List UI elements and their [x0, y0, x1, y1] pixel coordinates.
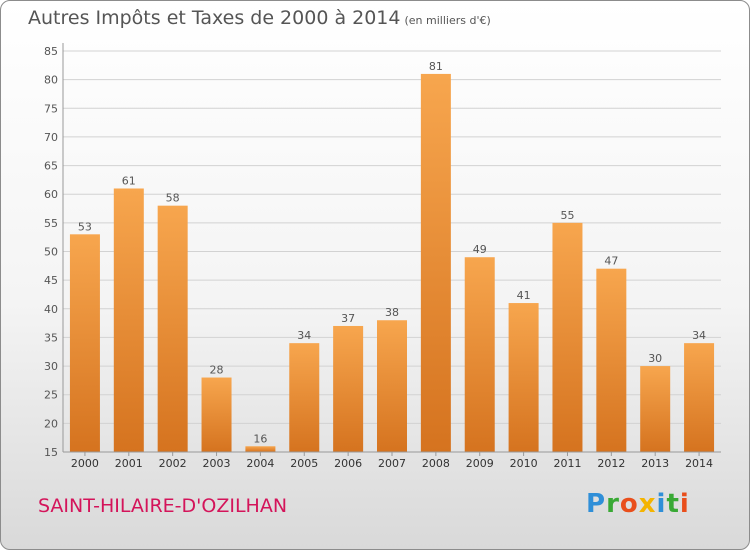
- bar-2004: [245, 446, 276, 452]
- y-tick-label: 30: [44, 360, 58, 373]
- value-label: 16: [253, 432, 267, 445]
- y-tick-label: 50: [44, 246, 58, 259]
- y-tick-label: 15: [44, 446, 58, 459]
- y-tick-label: 70: [44, 131, 58, 144]
- bar-2011: [552, 222, 583, 452]
- y-tick-label: 60: [44, 188, 58, 201]
- x-tick-label: 2008: [422, 457, 450, 470]
- chart-title-unit: (en milliers d'€): [404, 14, 491, 27]
- bar-2009: [464, 257, 495, 452]
- value-label: 47: [604, 255, 618, 268]
- chart-title: Autres Impôts et Taxes de 2000 à 2014 (en…: [28, 7, 491, 29]
- bar-2010: [508, 303, 539, 452]
- value-label: 30: [648, 352, 662, 365]
- x-tick-label: 2012: [597, 457, 625, 470]
- y-tick-label: 25: [44, 389, 58, 402]
- value-label: 81: [429, 60, 443, 73]
- x-tick-label: 2002: [159, 457, 187, 470]
- bar-2005: [289, 343, 320, 452]
- x-tick-label: 2009: [466, 457, 494, 470]
- bar-2001: [113, 188, 144, 452]
- y-tick-label: 40: [44, 303, 58, 316]
- value-label: 53: [78, 220, 92, 233]
- bar-2003: [201, 377, 232, 452]
- value-label: 37: [341, 312, 355, 325]
- x-tick-label: 2005: [290, 457, 318, 470]
- x-tick-label: 2006: [334, 457, 362, 470]
- value-label: 55: [560, 209, 574, 222]
- commune-name: SAINT-HILAIRE-D'OZILHAN: [38, 495, 288, 517]
- value-label: 61: [122, 174, 136, 187]
- chart-title-main: Autres Impôts et Taxes de 2000 à 2014: [28, 7, 401, 29]
- x-tick-label: 2014: [685, 457, 713, 470]
- y-tick-label: 55: [44, 217, 58, 230]
- x-tick-label: 2004: [246, 457, 274, 470]
- value-label: 58: [166, 192, 180, 205]
- y-tick-labels: 15 20 25 30 35 40 45 50 55 60 65 70 75 80 85: [44, 45, 58, 459]
- y-tick-label: 45: [44, 274, 58, 287]
- y-tick-label: 80: [44, 74, 58, 87]
- y-tick-label: 75: [44, 102, 58, 115]
- x-tick-labels: 2000 2001 2002 2003 2004 2005 2006 2007 2008 2009…: [71, 457, 713, 470]
- x-tick-label: 2000: [71, 457, 99, 470]
- value-label: 49: [473, 243, 487, 256]
- x-tick-label: 2010: [510, 457, 538, 470]
- proxiti-logo: Proxiti: [586, 489, 690, 519]
- bar-2007: [377, 320, 407, 452]
- y-tick-label: 35: [44, 331, 58, 344]
- x-tick-label: 2001: [115, 457, 143, 470]
- bar-2014: [684, 343, 715, 452]
- bar-2012: [596, 268, 627, 452]
- value-labels: 53 61 58 28 16 34 37 38 81 49 41 55 47 30 34: [78, 60, 706, 445]
- axes: [62, 43, 721, 456]
- bars: [69, 73, 715, 453]
- value-label: 41: [517, 289, 531, 302]
- value-label: 34: [692, 329, 706, 342]
- x-tick-label: 2003: [203, 457, 231, 470]
- x-tick-label: 2013: [641, 457, 669, 470]
- bar-2002: [157, 205, 188, 452]
- value-label: 34: [297, 329, 311, 342]
- value-label: 28: [210, 364, 224, 377]
- bar-2013: [640, 366, 671, 452]
- x-tick-label: 2011: [553, 457, 581, 470]
- value-label: 38: [385, 306, 399, 319]
- bar-2000: [69, 234, 100, 452]
- bar-2008: [420, 73, 451, 453]
- x-tick-label: 2007: [378, 457, 406, 470]
- bar-2006: [333, 325, 364, 452]
- y-tick-label: 85: [44, 45, 58, 58]
- y-tick-label: 65: [44, 160, 58, 173]
- y-tick-label: 20: [44, 417, 58, 430]
